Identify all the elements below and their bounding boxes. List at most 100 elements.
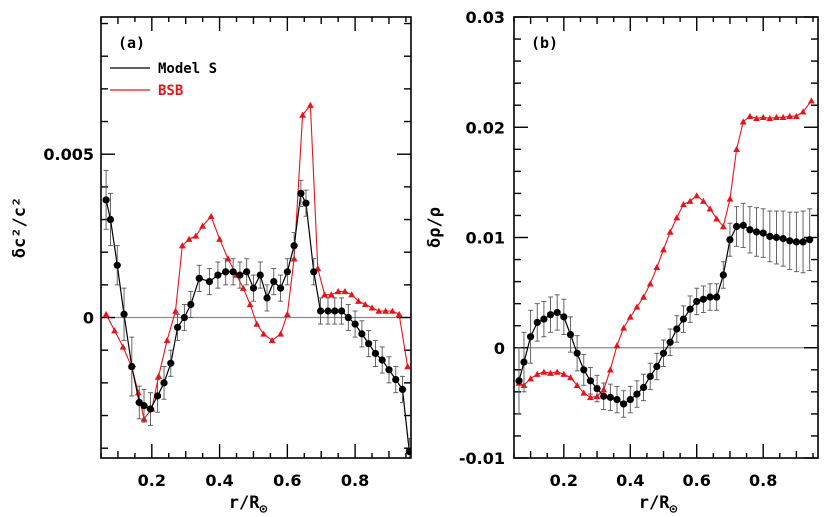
data-point: [573, 381, 581, 388]
data-point: [163, 337, 171, 344]
legend-label: BSB: [158, 83, 183, 99]
data-point: [375, 307, 383, 314]
data-point: [268, 337, 276, 344]
data-point: [580, 366, 588, 374]
data-point: [739, 118, 747, 125]
data-point: [779, 235, 787, 243]
data-point: [606, 366, 614, 373]
data-point: [786, 112, 794, 119]
y-tick-label: 0.02: [466, 118, 505, 137]
data-point: [195, 274, 203, 282]
data-point: [187, 300, 195, 309]
data-point: [253, 320, 261, 327]
x-axis-label: r/R⊙: [639, 493, 678, 517]
x-tick-label: 0.8: [749, 471, 777, 490]
data-point: [229, 268, 237, 276]
data-point: [699, 197, 707, 204]
data-point: [106, 215, 115, 224]
y-ticks-b: [514, 16, 818, 459]
data-point: [546, 311, 555, 319]
x-tick-label: 0.2: [138, 471, 166, 490]
y-tick-label: -0.01: [459, 449, 505, 468]
data-point: [515, 377, 523, 385]
data-point: [793, 112, 800, 119]
data-point: [290, 242, 298, 250]
x-axis-label-sub: ⊙: [259, 502, 267, 517]
data-point: [706, 205, 714, 212]
data-point: [799, 238, 807, 246]
data-point: [666, 228, 674, 235]
data-point: [686, 197, 694, 204]
data-point: [533, 318, 541, 326]
data-point: [185, 235, 193, 242]
x-axis-label-sub: ⊙: [669, 502, 677, 517]
data-point: [640, 293, 647, 300]
data-point: [759, 113, 767, 121]
data-point: [207, 212, 215, 219]
x-tick-label: 0.6: [683, 471, 711, 490]
data-point: [606, 393, 614, 401]
data-point: [639, 383, 648, 392]
x-tick-label: 0.4: [205, 471, 233, 490]
x-tick-label: 0.4: [616, 471, 644, 490]
data-point: [553, 368, 561, 375]
y-tick-label: 0: [83, 309, 94, 328]
data-point: [302, 199, 310, 207]
data-point: [646, 372, 654, 381]
data-point: [792, 238, 801, 246]
series-model-s: [102, 170, 411, 458]
panel-label: (b): [531, 34, 558, 52]
data-point: [533, 370, 541, 377]
plot-frame-a: [100, 16, 412, 459]
data-point: [593, 384, 601, 393]
data-point: [566, 330, 575, 339]
data-point: [660, 246, 667, 253]
data-point: [316, 307, 325, 315]
data-point: [355, 297, 362, 304]
x-tick-label: 0.6: [273, 471, 301, 490]
legend: Model S BSB: [110, 61, 217, 99]
series-line: [105, 103, 409, 421]
data-point: [385, 366, 393, 374]
data-point: [378, 356, 386, 364]
data-point: [341, 288, 349, 295]
data-point: [746, 226, 754, 234]
data-point: [361, 301, 369, 308]
data-point: [680, 201, 687, 208]
data-point: [205, 278, 214, 286]
data-point: [344, 313, 352, 322]
y-tick-label: 0.03: [466, 8, 505, 27]
data-point: [540, 368, 548, 375]
data-point: [249, 284, 258, 292]
plot-frame-b: [513, 16, 819, 459]
data-point: [560, 370, 568, 377]
series-model-s: [515, 202, 814, 418]
x-tick-label: 0.2: [550, 471, 578, 490]
data-point: [759, 229, 767, 237]
data-point: [586, 377, 595, 385]
data-point: [666, 338, 674, 346]
data-point: [398, 385, 407, 393]
data-point: [726, 195, 734, 202]
data-point: [659, 349, 668, 357]
data-point: [365, 340, 373, 348]
data-point: [620, 400, 628, 408]
data-point: [733, 222, 741, 231]
data-point: [395, 310, 403, 317]
data-point: [807, 97, 815, 104]
data-point: [547, 369, 554, 376]
data-point: [713, 293, 721, 301]
data-point: [172, 307, 179, 314]
data-point: [102, 310, 110, 317]
data-point: [613, 342, 621, 349]
y-tick-label: 0.005: [43, 145, 94, 164]
data-point: [752, 228, 761, 236]
data-point: [719, 223, 727, 230]
data-point: [111, 327, 118, 334]
data-point: [679, 315, 688, 323]
data-point: [140, 402, 148, 410]
data-point: [806, 236, 814, 244]
y-tick-label: 0: [494, 339, 505, 358]
panel-label: (a): [118, 34, 145, 52]
